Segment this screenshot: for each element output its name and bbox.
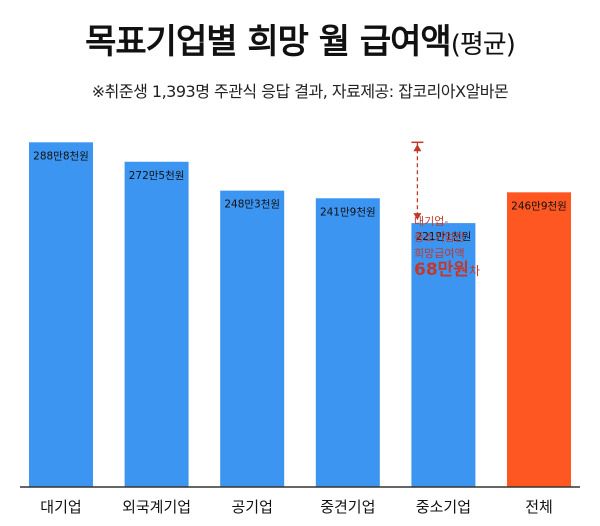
category-label: 전체	[525, 498, 553, 516]
bar	[29, 142, 93, 487]
data-label: 221만1천원	[416, 231, 472, 243]
data-label: 246만9천원	[511, 200, 567, 212]
gap-arrow-down	[413, 213, 422, 221]
category-label: 대기업	[40, 498, 81, 516]
title-main: 목표기업별 희망 월 급여액	[85, 22, 452, 62]
category-label: 외국계기업	[122, 498, 191, 516]
gap-annotation: 대기업- 중소기업간 희망급여액 68만원차	[414, 214, 484, 280]
annotation-suffix: 차	[468, 264, 480, 278]
page-title: 목표기업별 희망 월 급여액(평균)	[0, 14, 600, 63]
subtitle: ※취준생 1,393명 주관식 응답 결과, 자료제공: 잡코리아X알바몬	[91, 82, 509, 101]
category-label: 중소기업	[416, 498, 471, 516]
bar	[124, 161, 189, 488]
annotation-line2: 중소기업간	[414, 231, 465, 244]
bar	[411, 223, 476, 487]
data-label: 288만8천원	[33, 150, 89, 162]
data-label: 241만9천원	[320, 206, 376, 218]
gap-arrow-up	[413, 144, 422, 152]
title-suffix: (평균)	[450, 30, 516, 60]
annotation-line1: 대기업-	[414, 215, 449, 228]
category-label: 중견기업	[320, 498, 375, 516]
annotation-amount: 68만원	[414, 260, 469, 280]
data-label: 272만5천원	[129, 170, 185, 182]
bar	[220, 190, 285, 487]
annotation-line3: 희망급여액	[414, 247, 465, 260]
data-label: 248만3천원	[224, 199, 280, 211]
bar	[507, 192, 571, 487]
bar	[315, 198, 380, 487]
category-label: 공기업	[231, 498, 272, 516]
